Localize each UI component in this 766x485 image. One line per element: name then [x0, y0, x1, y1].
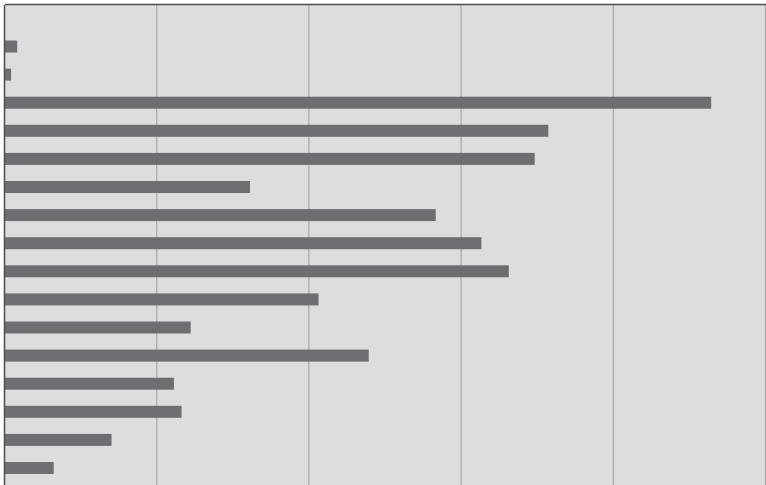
bar-4: [5, 124, 549, 137]
bar-8: [5, 237, 482, 250]
bar-9: [5, 265, 509, 278]
bar-7: [5, 209, 436, 222]
bars: [5, 40, 712, 474]
bar-3: [5, 96, 712, 109]
bar-14: [5, 405, 182, 418]
bar-6: [5, 181, 251, 193]
bar-2: [5, 68, 12, 81]
bar-13: [5, 377, 174, 390]
bar-12: [5, 349, 369, 362]
bar-11: [5, 321, 191, 334]
bar-5: [5, 152, 535, 165]
bar-16: [5, 462, 54, 474]
bar-15: [5, 433, 112, 446]
bar-1: [5, 40, 18, 53]
bar-10: [5, 293, 319, 306]
